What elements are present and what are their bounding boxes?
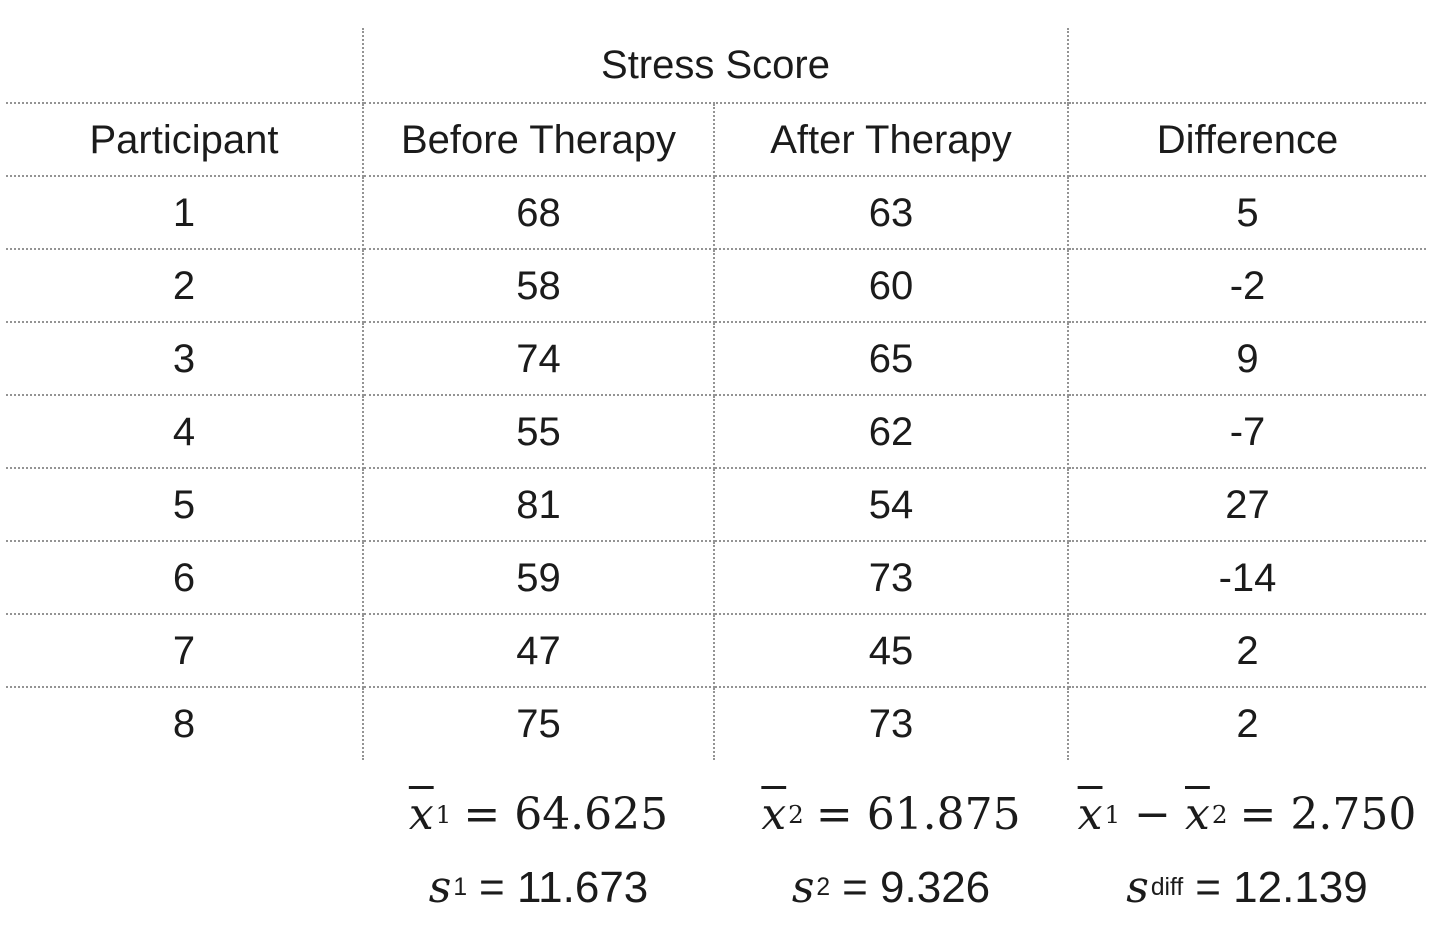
xbar-symbol: x	[1077, 788, 1103, 840]
cell-participant: 5	[6, 468, 364, 542]
cell-difference: 9	[1068, 322, 1426, 396]
cell-before: 81	[363, 468, 715, 542]
col-header-difference: Difference	[1068, 103, 1426, 177]
table-row: 3 74 65 9	[6, 322, 1426, 396]
xbar-symbol: x	[761, 788, 787, 840]
table-row: 6 59 73 -14	[6, 541, 1426, 615]
s-symbol: s	[428, 861, 452, 913]
s-symbol: s	[1126, 861, 1149, 913]
group-header-row: Stress Score	[6, 28, 1426, 104]
cell-before: 58	[363, 249, 715, 323]
cell-before: 75	[363, 687, 715, 760]
stats-spacer	[6, 778, 363, 924]
stress-score-table: Stress Score Participant Before Therapy …	[6, 28, 1426, 760]
cell-after: 65	[714, 322, 1069, 396]
corner-cell	[6, 28, 364, 104]
col-header-participant: Participant	[6, 103, 364, 177]
table-row: 4 55 62 -7	[6, 395, 1426, 469]
cell-before: 47	[363, 614, 715, 688]
cell-after: 62	[714, 395, 1069, 469]
cell-difference: 2	[1236, 702, 1259, 746]
column-header-row: Participant Before Therapy After Therapy…	[6, 103, 1426, 177]
cell-participant: 4	[6, 395, 364, 469]
cell-difference: 27	[1068, 468, 1426, 542]
xbar-symbol: x	[408, 788, 434, 840]
cell-after: 73	[714, 687, 1069, 760]
corner-cell	[1068, 28, 1426, 104]
sd-difference-equation: s diff = 12.139	[1126, 861, 1368, 913]
cell-after: 60	[714, 249, 1069, 323]
equation-value: = 61.875	[815, 788, 1021, 840]
cell-after: 73	[714, 541, 1069, 615]
equation-value: = 2.750	[1239, 788, 1417, 840]
s-symbol: s	[791, 861, 815, 913]
cell-after: 63	[714, 176, 1069, 250]
cell-after: 54	[714, 468, 1069, 542]
cell-after: 45	[714, 614, 1069, 688]
equation-value: = 12.139	[1195, 862, 1368, 912]
minus-operator: −	[1134, 788, 1172, 840]
cell-participant: 1	[6, 176, 364, 250]
cell-difference: -14	[1068, 541, 1426, 615]
cell-participant: 6	[6, 541, 364, 615]
col-header-before-therapy: Before Therapy	[363, 103, 715, 177]
cell-participant: 3	[6, 322, 364, 396]
table-row: 7 47 45 2	[6, 614, 1426, 688]
xbar-symbol: x	[1185, 788, 1210, 840]
table-row: 8 75 73 2	[6, 687, 1426, 760]
group-header-cell: Stress Score	[363, 28, 1069, 104]
cell-before: 68	[363, 176, 715, 250]
equation-value: = 64.625	[463, 788, 669, 840]
equation-value: = 11.673	[479, 862, 649, 912]
cell-participant: 8	[6, 687, 364, 760]
cell-difference: 5	[1068, 176, 1426, 250]
cell-difference: 2	[1068, 614, 1426, 688]
col-header-after-therapy: After Therapy	[714, 103, 1069, 177]
cell-participant: 7	[6, 614, 364, 688]
cell-before: 59	[363, 541, 715, 615]
cell-difference: -2	[1068, 249, 1426, 323]
table-row: 2 58 60 -2	[6, 249, 1426, 323]
equation-value: = 9.326	[842, 862, 991, 912]
cell-difference: -7	[1068, 395, 1426, 469]
table-row: 5 81 54 27	[6, 468, 1426, 542]
table-row: 1 68 63 5	[6, 176, 1426, 250]
cell-before: 55	[363, 395, 715, 469]
cell-before: 74	[363, 322, 715, 396]
cell-participant: 2	[6, 249, 364, 323]
